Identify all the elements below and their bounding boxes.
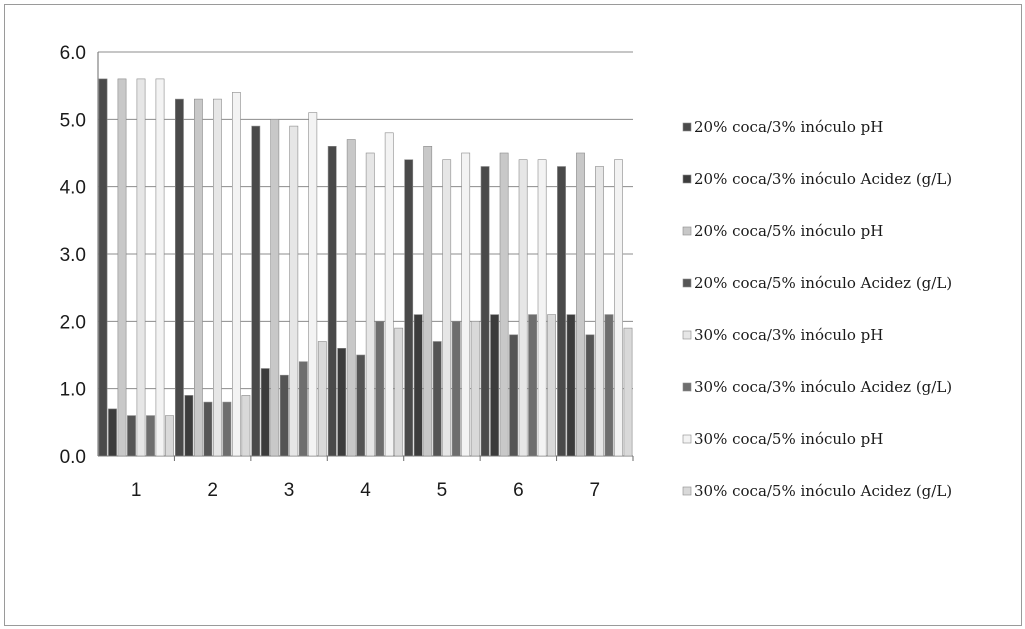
bar: [308, 112, 318, 457]
bar: [442, 159, 452, 457]
legend-swatch: [682, 434, 692, 444]
bar: [117, 78, 127, 457]
bar: [356, 354, 366, 457]
y-tick-label: 1.0: [60, 380, 86, 401]
bar: [260, 368, 270, 457]
bar: [127, 415, 136, 457]
legend-swatch: [682, 486, 692, 496]
legend-label: 30% coca/3% inóculo Acidez (g/L): [694, 378, 952, 396]
y-tick-label: 4.0: [60, 178, 86, 199]
legend-label: 20% coca/3% inóculo Acidez (g/L): [694, 170, 952, 188]
legend-label: 20% coca/5% inóculo Acidez (g/L): [694, 274, 952, 292]
bar: [614, 159, 623, 457]
bar: [270, 119, 280, 457]
bar: [518, 159, 528, 457]
y-tick-label: 5.0: [60, 110, 86, 131]
bar: [327, 146, 337, 457]
chart-frame: 0.0 1.0 2.0 3.0 4.0 5.0 6.0 1 2 3 4 5 6 7 20% coca/3% …: [4, 4, 1022, 626]
legend-label: 30% coca/5% inóculo Acidez (g/L): [694, 482, 952, 500]
bar: [557, 166, 566, 457]
legend-swatch: [682, 330, 692, 340]
bar: [155, 78, 165, 457]
bar: [194, 98, 203, 457]
y-tick-label: 3.0: [60, 245, 86, 266]
legend-label: 30% coca/3% inóculo pH: [694, 326, 883, 344]
bar: [279, 374, 289, 457]
bar: [394, 327, 404, 457]
bar: [490, 314, 499, 457]
legend-swatch: [682, 278, 692, 288]
bar: [566, 314, 576, 457]
legend-swatch: [682, 174, 692, 184]
bar: [585, 334, 595, 457]
bar: [289, 125, 299, 457]
bar: [213, 98, 222, 457]
bar: [623, 327, 633, 457]
bar: [232, 92, 241, 457]
bar: [576, 152, 585, 457]
bar: [384, 132, 394, 457]
y-tick-label: 0.0: [60, 447, 86, 468]
bar: [317, 341, 327, 457]
bar: [241, 395, 251, 457]
x-tick-label: 7: [589, 480, 600, 501]
bar: [298, 361, 308, 457]
bar: [365, 152, 375, 457]
y-tick-label: 6.0: [60, 43, 86, 64]
legend-label: 20% coca/3% inóculo pH: [694, 118, 883, 136]
bar: [337, 347, 347, 457]
legend-swatch: [682, 382, 692, 392]
x-tick-label: 2: [207, 480, 218, 501]
bar: [499, 152, 509, 457]
bar: [251, 125, 261, 457]
bar: [203, 401, 213, 457]
bar: [175, 98, 184, 457]
y-tick-label: 2.0: [60, 312, 86, 333]
bar: [346, 139, 356, 457]
bar: [165, 415, 174, 457]
bar: [595, 166, 604, 457]
x-tick-label: 1: [131, 480, 142, 501]
bar: [413, 314, 423, 457]
bar: [461, 152, 471, 457]
bar: [528, 314, 537, 457]
bar: [404, 159, 414, 457]
bar: [604, 314, 614, 457]
bar: [537, 159, 547, 457]
bar: [480, 166, 490, 457]
x-tick-label: 4: [360, 480, 371, 501]
bar: [423, 146, 433, 457]
legend-swatch: [682, 122, 692, 132]
bar: [136, 78, 146, 457]
bar: [146, 415, 155, 457]
bar-chart: 0.0 1.0 2.0 3.0 4.0 5.0 6.0 1 2 3 4 5 6 7 20% coca/3% …: [60, 43, 953, 501]
bar: [222, 401, 232, 457]
x-tick-label: 6: [513, 480, 524, 501]
bar: [509, 334, 518, 457]
x-tick-label: 5: [437, 480, 448, 501]
legend-label: 20% coca/5% inóculo pH: [694, 222, 883, 240]
x-tick-label: 3: [284, 480, 295, 501]
bar: [375, 320, 385, 457]
legend-swatch: [682, 226, 692, 236]
bar: [451, 320, 461, 457]
bar: [470, 320, 480, 457]
bar: [108, 408, 117, 457]
legend-label: 30% coca/5% inóculo pH: [694, 430, 883, 448]
bar: [547, 314, 556, 457]
bar: [98, 78, 108, 457]
bar: [432, 341, 442, 457]
bar: [184, 395, 194, 457]
